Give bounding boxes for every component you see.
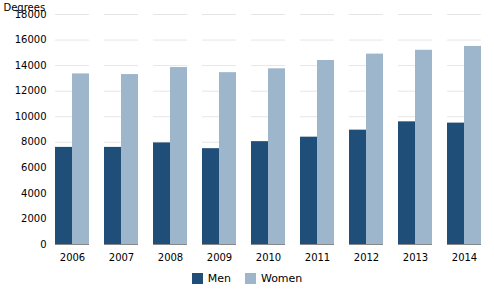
svg-text:2012: 2012 [354,252,379,263]
svg-text:12000: 12000 [15,85,47,96]
svg-text:18000: 18000 [14,8,47,20]
html-text:Women: Women [260,272,303,285]
svg-text:8000: 8000 [21,136,46,147]
svg-text:10000: 10000 [15,111,47,122]
svg-text:2000: 2000 [21,213,46,224]
svg-text:4000: 4000 [21,188,46,199]
svg-text:6000: 6000 [21,162,46,173]
svg-text:0: 0 [40,239,46,250]
svg-text:2014: 2014 [452,252,477,263]
svg-text:16000: 16000 [15,34,47,45]
svg-text:14000: 14000 [15,60,47,71]
svg-text:2011: 2011 [305,252,330,263]
html-text:Men: Men [207,272,231,285]
svg-text:2006: 2006 [60,252,85,263]
svg-text:2013: 2013 [403,252,428,263]
svg-text:2009: 2009 [207,252,232,263]
svg-text:Degrees: Degrees [4,2,46,13]
svg-text:2008: 2008 [158,252,183,263]
svg-text:2010: 2010 [256,252,281,263]
svg-text:2007: 2007 [109,252,134,263]
